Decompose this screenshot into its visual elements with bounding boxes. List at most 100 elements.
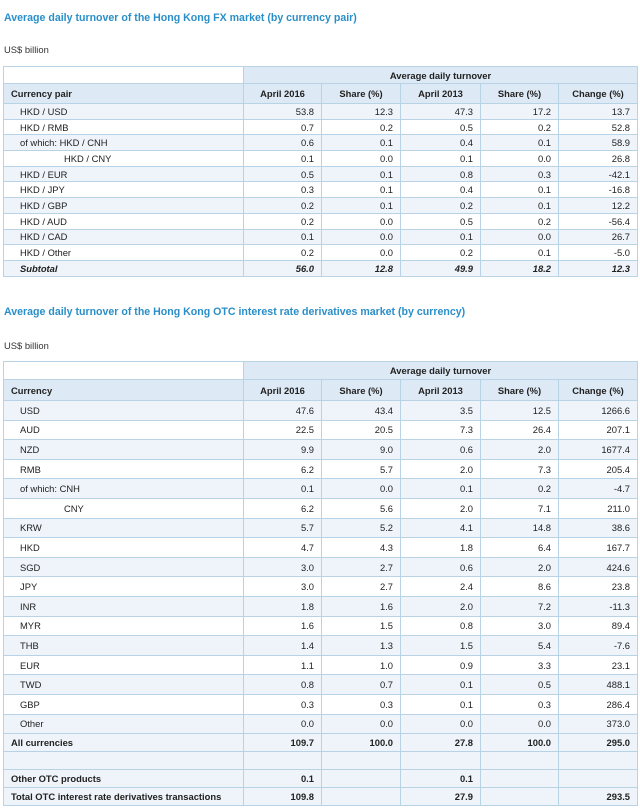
row-value: 12.5 bbox=[480, 400, 559, 421]
column-header: Currency bbox=[3, 379, 244, 401]
row-value: 6.2 bbox=[243, 497, 322, 519]
row-value: 0.1 bbox=[480, 181, 559, 199]
row-label: HKD / CAD bbox=[3, 228, 244, 246]
row-value: 3.0 bbox=[243, 576, 322, 597]
row-value: 424.6 bbox=[557, 556, 639, 578]
row-value: 167.7 bbox=[557, 537, 639, 558]
row-value: 0.5 bbox=[400, 118, 481, 136]
row-label: TWD bbox=[3, 674, 244, 695]
row-value: 4.7 bbox=[243, 537, 322, 558]
row-value: 0.1 bbox=[480, 244, 559, 261]
all-currencies-row-label: All currencies bbox=[3, 733, 244, 753]
column-header: Share (%) bbox=[480, 379, 559, 401]
table-row: KRW 5.7 5.2 4.1 14.8 38.6 bbox=[3, 517, 639, 539]
table-row: HKD 4.7 4.3 1.8 6.4 167.7 bbox=[3, 537, 639, 558]
spacer-cell bbox=[557, 751, 639, 771]
row-value: 1266.6 bbox=[557, 400, 639, 421]
row-value: 12.2 bbox=[557, 197, 639, 214]
other-products-row-label: Other OTC products bbox=[3, 769, 244, 789]
row-value: 0.0 bbox=[480, 150, 559, 167]
header-band-label: Average daily turnover bbox=[242, 66, 639, 84]
row-value: -42.1 bbox=[557, 165, 639, 183]
table-row: HKD / GBP 0.2 0.1 0.2 0.1 12.2 bbox=[3, 197, 639, 214]
total-row-label: Total OTC interest rate derivatives tran… bbox=[3, 787, 244, 807]
row-value: 0.4 bbox=[400, 134, 481, 152]
row-value: 0.2 bbox=[480, 478, 559, 499]
row-value: 0.2 bbox=[243, 212, 322, 230]
column-header: Change (%) bbox=[557, 379, 639, 401]
row-value: 9.9 bbox=[243, 439, 322, 460]
row-value: 89.4 bbox=[557, 615, 639, 637]
row-value: 0.1 bbox=[321, 165, 401, 183]
row-value: 0.3 bbox=[243, 181, 322, 199]
column-header-row: Currency pair April 2016 Share (%) April 20… bbox=[3, 83, 639, 104]
row-value: 373.0 bbox=[557, 713, 639, 735]
row-value: 211.0 bbox=[557, 497, 639, 519]
row-value: 7.1 bbox=[480, 497, 559, 519]
row-label: EUR bbox=[3, 654, 244, 676]
row-value: 1.5 bbox=[400, 635, 481, 656]
row-label: CNY bbox=[3, 497, 244, 519]
table-row: AUD 22.5 20.5 7.3 26.4 207.1 bbox=[3, 419, 639, 441]
subtotal-row-value: 12.3 bbox=[557, 259, 639, 277]
row-value: 0.1 bbox=[321, 197, 401, 214]
spacer-row bbox=[3, 751, 639, 771]
row-label: HKD / USD bbox=[3, 103, 244, 120]
row-value: 2.0 bbox=[480, 439, 559, 460]
row-value: 0.1 bbox=[400, 478, 481, 499]
row-label: HKD / JPY bbox=[3, 181, 244, 199]
table-row: Other 0.0 0.0 0.0 0.0 373.0 bbox=[3, 713, 639, 735]
row-value: 0.5 bbox=[243, 165, 322, 183]
fx-turnover-table: Average daily turnover Currency pair April… bbox=[3, 66, 639, 277]
row-label: RMB bbox=[3, 458, 244, 480]
all-currencies-row-value: 100.0 bbox=[480, 733, 559, 753]
subtotal-row-value: 18.2 bbox=[480, 259, 559, 277]
row-value: 5.7 bbox=[321, 458, 401, 480]
spacer-cell bbox=[3, 751, 244, 771]
row-value: 488.1 bbox=[557, 674, 639, 695]
row-value: -56.4 bbox=[557, 212, 639, 230]
other-products-row-value: 0.1 bbox=[243, 769, 322, 789]
row-value: 0.1 bbox=[480, 134, 559, 152]
table-row: NZD 9.9 9.0 0.6 2.0 1677.4 bbox=[3, 439, 639, 460]
row-label: Other bbox=[3, 713, 244, 735]
irs-unit-label: US$ billion bbox=[4, 340, 49, 351]
row-value: 3.0 bbox=[480, 615, 559, 637]
column-header: April 2016 bbox=[243, 379, 322, 401]
column-header: April 2013 bbox=[400, 83, 481, 104]
row-value: 0.0 bbox=[321, 478, 401, 499]
row-label: HKD / AUD bbox=[3, 212, 244, 230]
total-row-value bbox=[321, 787, 401, 807]
row-value: 0.0 bbox=[400, 713, 481, 735]
column-header: Share (%) bbox=[321, 379, 401, 401]
all-currencies-row-value: 295.0 bbox=[557, 733, 639, 753]
row-value: 3.3 bbox=[480, 654, 559, 676]
spacer-cell bbox=[243, 751, 322, 771]
row-value: 20.5 bbox=[321, 419, 401, 441]
row-value: 52.8 bbox=[557, 118, 639, 136]
column-header: April 2016 bbox=[243, 83, 322, 104]
row-value: 5.7 bbox=[243, 517, 322, 539]
row-value: 0.1 bbox=[243, 150, 322, 167]
row-value: -4.7 bbox=[557, 478, 639, 499]
row-label: HKD / RMB bbox=[3, 118, 244, 136]
row-value: 23.1 bbox=[557, 654, 639, 676]
row-label: GBP bbox=[3, 693, 244, 715]
row-label: HKD / GBP bbox=[3, 197, 244, 214]
row-label: of which: HKD / CNH bbox=[3, 134, 244, 152]
header-band-row: Average daily turnover bbox=[3, 361, 639, 380]
row-value: 0.0 bbox=[480, 713, 559, 735]
row-value: 0.5 bbox=[400, 212, 481, 230]
row-value: 13.7 bbox=[557, 103, 639, 120]
row-label: NZD bbox=[3, 439, 244, 460]
row-value: 0.0 bbox=[321, 150, 401, 167]
table-row: HKD / AUD 0.2 0.0 0.5 0.2 -56.4 bbox=[3, 212, 639, 230]
row-value: 0.8 bbox=[400, 165, 481, 183]
row-value: 2.0 bbox=[400, 595, 481, 617]
row-value: 2.7 bbox=[321, 576, 401, 597]
row-value: -5.0 bbox=[557, 244, 639, 261]
row-value: 0.9 bbox=[400, 654, 481, 676]
table-row: INR 1.8 1.6 2.0 7.2 -11.3 bbox=[3, 595, 639, 617]
spacer-cell bbox=[321, 751, 401, 771]
column-header: Change (%) bbox=[557, 83, 639, 104]
